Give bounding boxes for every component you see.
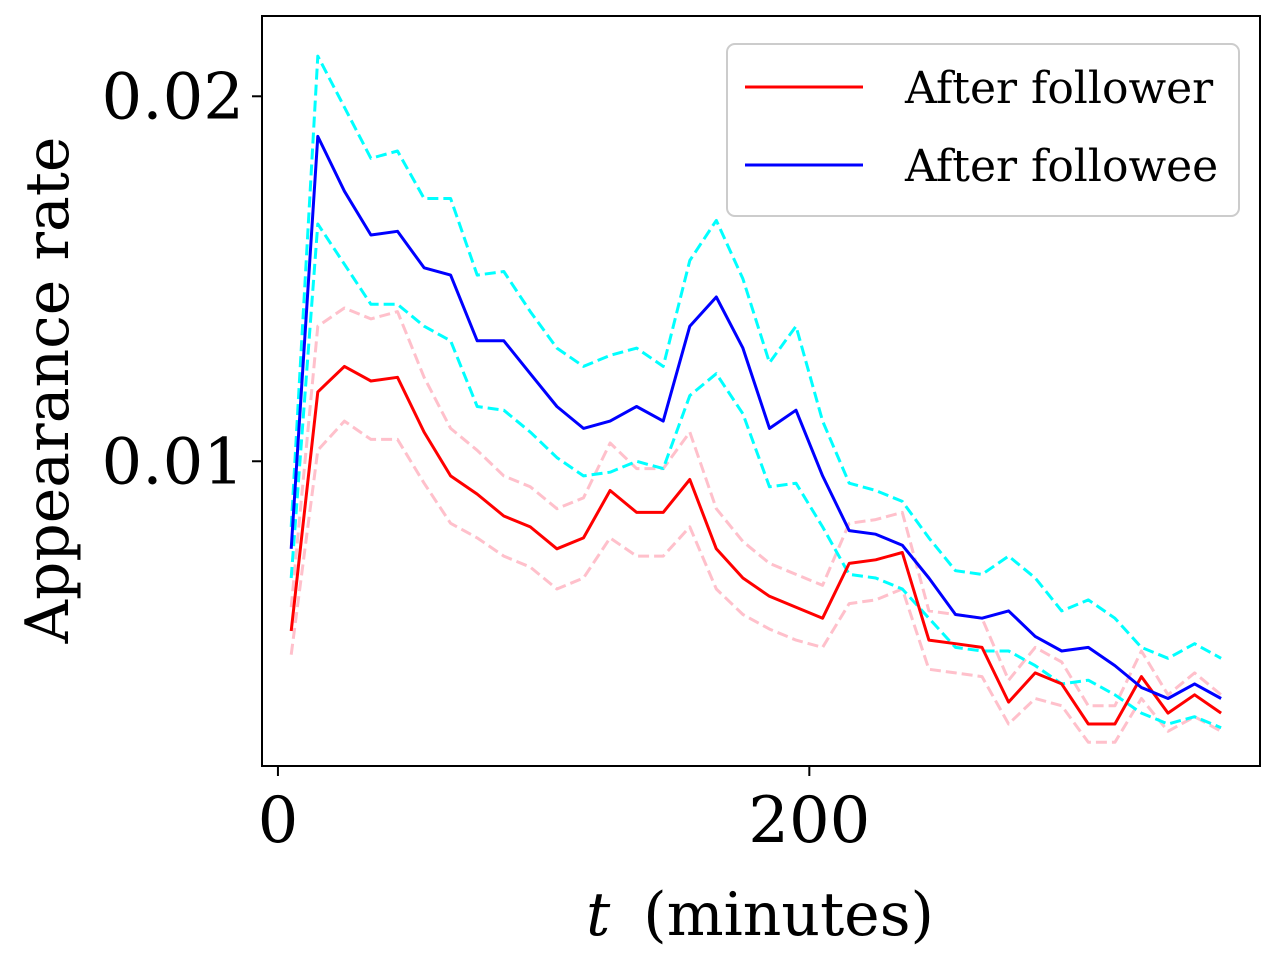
legend-label-after-followee: After followee — [904, 141, 1218, 192]
legend: After follower After followee — [726, 43, 1240, 217]
ticks-layer: 0 200 0.01 0.02 — [102, 60, 871, 858]
x-tick-label: 200 — [748, 784, 870, 858]
series-band-line-2 — [289, 419, 1222, 744]
plot-frame — [261, 15, 1261, 767]
x-tick-label: 0 — [258, 784, 299, 858]
series-band-line-4 — [289, 222, 1222, 730]
series-band-line-3 — [289, 306, 1223, 708]
legend-label-after-follower: After follower — [904, 63, 1214, 114]
y-tick-label: 0.01 — [102, 425, 245, 499]
x-axis-label: t (minutes) — [586, 880, 934, 950]
series-layer — [289, 54, 1223, 744]
series-line-after-follower — [289, 364, 1222, 726]
x-axis-unit: (minutes) — [643, 880, 934, 950]
y-axis-label: Appearance rate — [13, 137, 83, 645]
series-band-line-5 — [289, 54, 1222, 660]
series-line-after-followee — [289, 134, 1222, 700]
y-tick-label: 0.02 — [102, 60, 245, 134]
x-axis-variable: t — [586, 880, 611, 950]
